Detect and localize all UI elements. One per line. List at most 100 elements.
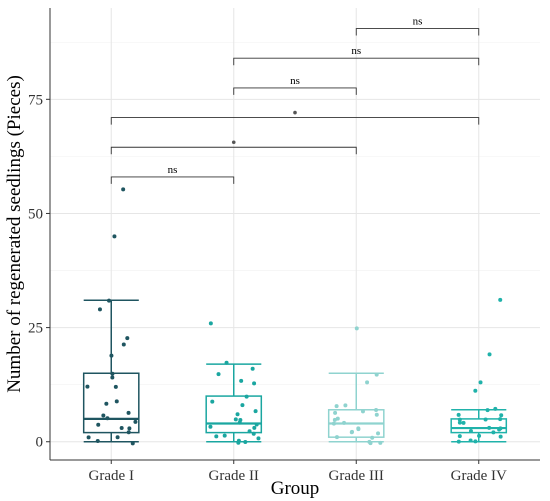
x-axis-ticks: Grade I Grade II Grade III Grade IV: [89, 460, 507, 484]
bracket-label: ns: [351, 45, 361, 57]
data-point: [113, 384, 118, 389]
data-point: [478, 380, 483, 385]
data-point: [86, 435, 91, 440]
comparison-bracket: ns: [233, 75, 357, 95]
data-point: [130, 441, 135, 446]
data-point: [374, 412, 379, 417]
data-point: [491, 430, 496, 435]
data-point: [127, 426, 132, 431]
data-point: [208, 424, 213, 429]
data-point: [121, 187, 126, 192]
box-group: [327, 372, 385, 443]
data-point: [457, 417, 462, 422]
data-point: [376, 431, 381, 436]
data-point: [104, 401, 109, 406]
data-point: [487, 352, 492, 357]
data-point: [485, 408, 490, 413]
data-point: [121, 342, 126, 347]
data-point: [483, 417, 488, 422]
data-point: [457, 434, 462, 439]
data-point: [493, 406, 498, 411]
bracket-label: ns: [413, 16, 423, 28]
comparison-bracket: ns: [355, 16, 480, 36]
data-point: [126, 430, 131, 435]
bracket-line: [355, 28, 480, 36]
data-point: [468, 438, 473, 443]
data-point: [239, 378, 244, 383]
data-point: [125, 336, 130, 341]
data-point: [374, 408, 379, 413]
bracket-line: [110, 176, 235, 184]
y-tick-label: 50: [28, 206, 43, 222]
data-point: [236, 438, 241, 443]
data-point: [85, 384, 90, 389]
data-point: [256, 436, 261, 441]
data-point: [374, 372, 379, 377]
bracket-label: ns: [168, 164, 178, 176]
data-point: [251, 431, 256, 436]
data-point: [342, 420, 347, 425]
data-point: [210, 399, 215, 404]
data-point: [243, 440, 248, 445]
y-tick-label: 25: [28, 321, 43, 337]
data-point: [240, 403, 245, 408]
bracket-line: [233, 57, 480, 66]
data-point: [224, 360, 229, 365]
box-iqr: [82, 372, 140, 434]
y-axis-title: Number of regenerated seedlings (Pieces): [4, 75, 25, 393]
data-point: [222, 433, 227, 438]
y-tick-label: 0: [36, 435, 44, 451]
data-point: [119, 425, 124, 430]
data-point: [115, 435, 120, 440]
x-axis-title: Group: [271, 478, 320, 499]
data-point: [95, 439, 100, 444]
data-point: [250, 366, 255, 371]
bracket-line: [110, 117, 480, 125]
data-point: [216, 372, 221, 377]
bracket-significance-star: [231, 140, 236, 145]
data-point: [349, 430, 354, 435]
data-point: [378, 440, 383, 445]
data-point: [110, 371, 115, 376]
x-tick-label: Grade IV: [451, 468, 507, 484]
comparison-bracket: [110, 140, 357, 155]
points-layer: [85, 187, 504, 446]
data-point: [468, 429, 473, 434]
x-tick-label: Grade I: [89, 468, 134, 484]
data-point: [461, 420, 466, 425]
data-point: [370, 435, 375, 440]
data-point: [96, 422, 101, 427]
data-point: [456, 439, 461, 444]
comparison-bracket: ns: [110, 164, 235, 184]
comparison-bracket: [110, 110, 480, 125]
box-iqr: [205, 395, 263, 434]
box-group: [205, 363, 263, 443]
data-point: [354, 326, 359, 331]
data-point: [112, 234, 117, 239]
y-axis-ticks: 0 25 50 75: [28, 92, 50, 451]
data-point: [487, 425, 492, 430]
data-point: [233, 417, 238, 422]
data-point: [126, 410, 131, 415]
x-tick-label: Grade III: [329, 468, 384, 484]
data-point: [114, 399, 119, 404]
data-point: [368, 441, 373, 446]
data-point: [477, 433, 482, 438]
bracket-significance-star: [293, 110, 297, 115]
data-point: [235, 412, 240, 417]
comparison-bracket: ns: [233, 45, 480, 66]
significance-brackets: ns ns ns ns: [110, 16, 480, 184]
data-point: [244, 394, 249, 399]
x-tick-label: Grade II: [209, 468, 259, 484]
data-point: [498, 297, 503, 302]
data-point: [107, 298, 112, 303]
data-point: [105, 416, 110, 421]
data-point: [252, 425, 257, 430]
data-point: [214, 434, 219, 439]
data-point: [498, 426, 503, 431]
data-point: [473, 439, 478, 444]
bracket-label: ns: [290, 75, 300, 87]
data-point: [254, 422, 259, 427]
data-point: [498, 434, 503, 439]
